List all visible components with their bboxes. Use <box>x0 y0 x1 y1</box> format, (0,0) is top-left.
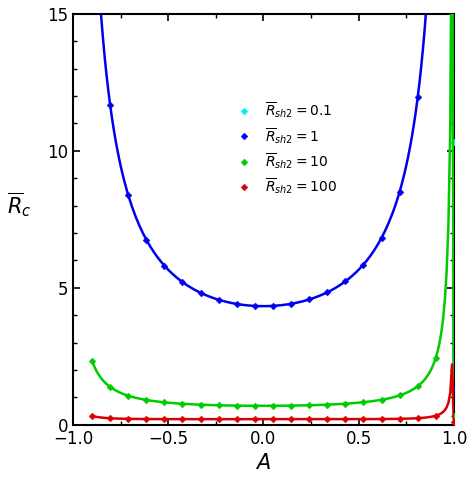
$\overline{R}_{sh2} = 10$ <box>107 384 113 390</box>
$\overline{R}_{sh2} = 10$ <box>361 399 366 405</box>
$\overline{R}_{sh2} = 1$ <box>107 102 113 108</box>
$\overline{R}_{sh2} = 1$ <box>234 301 240 307</box>
$\overline{R}_{sh2} = 1$ <box>288 301 294 307</box>
$\overline{R}_{sh2} = 100$ <box>433 413 438 419</box>
$\overline{R}_{sh2} = 100$ <box>162 416 167 422</box>
$\overline{R}_{sh2} = 0.1$ <box>451 139 457 144</box>
$\overline{R}_{sh2} = 10$ <box>180 401 185 407</box>
$\overline{R}_{sh2} = 1$ <box>180 279 185 285</box>
$\overline{R}_{sh2} = 1$ <box>144 237 149 242</box>
$\overline{R}_{sh2} = 10$ <box>451 413 457 419</box>
$\overline{R}_{sh2} = 100$ <box>306 416 312 422</box>
$\overline{R}_{sh2} = 100$ <box>144 416 149 422</box>
$\overline{R}_{sh2} = 1$ <box>198 290 203 296</box>
$\overline{R}_{sh2} = 1$ <box>379 235 384 241</box>
$\overline{R}_{sh2} = 1$ <box>361 262 366 267</box>
$\overline{R}_{sh2} = 100$ <box>89 413 95 419</box>
$\overline{R}_{sh2} = 100$ <box>270 416 276 422</box>
$\overline{R}_{sh2} = 100$ <box>107 415 113 421</box>
$\overline{R}_{sh2} = 1$ <box>397 189 402 195</box>
$\overline{R}_{sh2} = 10$ <box>306 402 312 408</box>
$\overline{R}_{sh2} = 10$ <box>198 402 203 408</box>
Line: $\overline{R}_{sh2} = 0.1$: $\overline{R}_{sh2} = 0.1$ <box>90 0 456 144</box>
$\overline{R}_{sh2} = 100$ <box>451 419 457 425</box>
Line: $\overline{R}_{sh2} = 10$: $\overline{R}_{sh2} = 10$ <box>90 355 456 419</box>
$\overline{R}_{sh2} = 100$ <box>288 416 294 422</box>
$\overline{R}_{sh2} = 100$ <box>198 416 203 422</box>
Legend: $\overline{R}_{sh2} = 0.1$, $\overline{R}_{sh2} = 1$, $\overline{R}_{sh2} = 10$,: $\overline{R}_{sh2} = 0.1$, $\overline{R… <box>225 95 343 202</box>
$\overline{R}_{sh2} = 10$ <box>252 403 258 408</box>
$\overline{R}_{sh2} = 100$ <box>343 416 348 422</box>
$\overline{R}_{sh2} = 10$ <box>270 403 276 408</box>
$\overline{R}_{sh2} = 1$ <box>306 297 312 302</box>
X-axis label: $A$: $A$ <box>255 453 272 473</box>
$\overline{R}_{sh2} = 1$ <box>216 297 221 303</box>
$\overline{R}_{sh2} = 1$ <box>415 95 420 100</box>
$\overline{R}_{sh2} = 1$ <box>343 278 348 284</box>
$\overline{R}_{sh2} = 1$ <box>324 289 330 295</box>
$\overline{R}_{sh2} = 1$ <box>451 386 457 392</box>
$\overline{R}_{sh2} = 100$ <box>361 416 366 422</box>
$\overline{R}_{sh2} = 10$ <box>397 393 402 398</box>
$\overline{R}_{sh2} = 10$ <box>288 403 294 408</box>
$\overline{R}_{sh2} = 1$ <box>162 263 167 268</box>
$\overline{R}_{sh2} = 100$ <box>415 415 420 421</box>
$\overline{R}_{sh2} = 1$ <box>125 192 131 198</box>
$\overline{R}_{sh2} = 10$ <box>89 358 95 364</box>
$\overline{R}_{sh2} = 10$ <box>125 393 131 398</box>
$\overline{R}_{sh2} = 100$ <box>397 416 402 422</box>
$\overline{R}_{sh2} = 100$ <box>379 416 384 422</box>
$\overline{R}_{sh2} = 10$ <box>343 401 348 407</box>
$\overline{R}_{sh2} = 10$ <box>433 355 438 361</box>
$\overline{R}_{sh2} = 10$ <box>324 402 330 408</box>
$\overline{R}_{sh2} = 10$ <box>379 397 384 403</box>
$\overline{R}_{sh2} = 1$ <box>270 303 276 309</box>
Y-axis label: $\overline{R}_c$: $\overline{R}_c$ <box>7 191 31 219</box>
$\overline{R}_{sh2} = 10$ <box>415 384 420 389</box>
$\overline{R}_{sh2} = 10$ <box>162 399 167 405</box>
$\overline{R}_{sh2} = 100$ <box>324 416 330 422</box>
Line: $\overline{R}_{sh2} = 1$: $\overline{R}_{sh2} = 1$ <box>90 0 456 391</box>
$\overline{R}_{sh2} = 1$ <box>252 303 258 309</box>
Line: $\overline{R}_{sh2} = 100$: $\overline{R}_{sh2} = 100$ <box>90 413 456 424</box>
$\overline{R}_{sh2} = 100$ <box>180 416 185 422</box>
$\overline{R}_{sh2} = 10$ <box>216 402 221 408</box>
$\overline{R}_{sh2} = 100$ <box>252 416 258 422</box>
$\overline{R}_{sh2} = 100$ <box>216 416 221 422</box>
$\overline{R}_{sh2} = 100$ <box>125 416 131 422</box>
$\overline{R}_{sh2} = 100$ <box>234 416 240 422</box>
$\overline{R}_{sh2} = 10$ <box>144 397 149 403</box>
$\overline{R}_{sh2} = 10$ <box>234 403 240 408</box>
